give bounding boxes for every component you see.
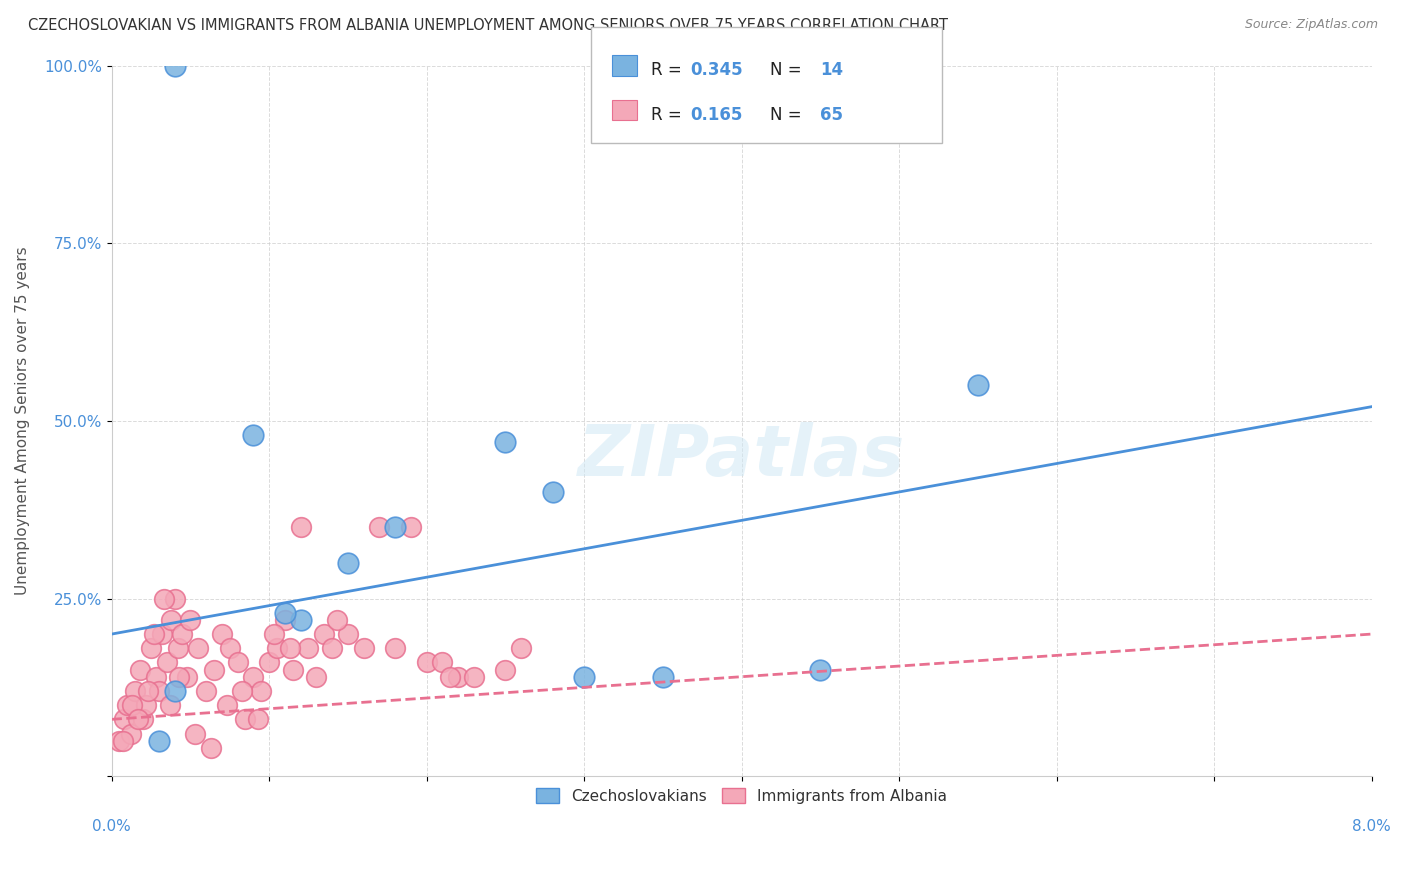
Point bbox=[200, 740, 222, 755]
Point bbox=[572, 670, 595, 684]
Point bbox=[121, 698, 143, 713]
Point bbox=[166, 641, 188, 656]
Point bbox=[111, 733, 134, 747]
Point bbox=[368, 520, 391, 534]
Point bbox=[124, 684, 146, 698]
Point bbox=[235, 712, 257, 726]
Text: 8.0%: 8.0% bbox=[1353, 819, 1391, 834]
Point bbox=[263, 627, 285, 641]
Point bbox=[399, 520, 422, 534]
Point bbox=[169, 670, 191, 684]
Point bbox=[242, 670, 264, 684]
Legend: Czechoslovakians, Immigrants from Albania: Czechoslovakians, Immigrants from Albani… bbox=[529, 780, 955, 811]
Point bbox=[152, 591, 174, 606]
Point bbox=[384, 520, 406, 534]
Text: 14: 14 bbox=[820, 62, 842, 79]
Point bbox=[117, 698, 139, 713]
Point bbox=[290, 613, 312, 627]
Point bbox=[384, 641, 406, 656]
Text: CZECHOSLOVAKIAN VS IMMIGRANTS FROM ALBANIA UNEMPLOYMENT AMONG SENIORS OVER 75 YE: CZECHOSLOVAKIAN VS IMMIGRANTS FROM ALBAN… bbox=[28, 18, 948, 33]
Y-axis label: Unemployment Among Seniors over 75 years: Unemployment Among Seniors over 75 years bbox=[15, 246, 30, 595]
Point bbox=[187, 641, 209, 656]
Point bbox=[447, 670, 470, 684]
Point bbox=[218, 641, 240, 656]
Point bbox=[247, 712, 270, 726]
Point bbox=[494, 663, 516, 677]
Point bbox=[160, 613, 183, 627]
Point bbox=[163, 591, 186, 606]
Text: ZIPatlas: ZIPatlas bbox=[578, 422, 905, 491]
Point bbox=[215, 698, 238, 713]
Point bbox=[120, 726, 142, 740]
Point bbox=[231, 684, 253, 698]
Point bbox=[202, 663, 225, 677]
Point bbox=[184, 726, 207, 740]
Point bbox=[966, 378, 988, 392]
Text: 0.345: 0.345 bbox=[690, 62, 742, 79]
Point bbox=[266, 641, 288, 656]
Text: N =: N = bbox=[770, 62, 807, 79]
Point bbox=[148, 684, 170, 698]
Point bbox=[127, 712, 149, 726]
Point bbox=[143, 627, 166, 641]
Point bbox=[353, 641, 375, 656]
Point bbox=[163, 684, 186, 698]
Point bbox=[172, 627, 194, 641]
Point bbox=[314, 627, 336, 641]
Point bbox=[159, 698, 181, 713]
Text: R =: R = bbox=[651, 62, 688, 79]
Point bbox=[336, 556, 359, 570]
Point bbox=[278, 641, 301, 656]
Point bbox=[163, 59, 186, 73]
Point bbox=[108, 733, 131, 747]
Point bbox=[242, 428, 264, 442]
Point bbox=[281, 663, 304, 677]
Point bbox=[290, 520, 312, 534]
Point bbox=[415, 656, 437, 670]
Point bbox=[195, 684, 218, 698]
Text: 0.165: 0.165 bbox=[690, 106, 742, 124]
Text: N =: N = bbox=[770, 106, 807, 124]
Text: 65: 65 bbox=[820, 106, 842, 124]
Point bbox=[148, 733, 170, 747]
Point bbox=[176, 670, 198, 684]
Point bbox=[211, 627, 233, 641]
Point bbox=[129, 663, 152, 677]
Point bbox=[257, 656, 280, 670]
Point bbox=[139, 641, 162, 656]
Point bbox=[250, 684, 273, 698]
Point bbox=[274, 606, 297, 620]
Text: 0.0%: 0.0% bbox=[93, 819, 131, 834]
Point bbox=[808, 663, 831, 677]
Text: Source: ZipAtlas.com: Source: ZipAtlas.com bbox=[1244, 18, 1378, 31]
Point bbox=[463, 670, 485, 684]
Point bbox=[432, 656, 454, 670]
Point bbox=[135, 698, 157, 713]
Point bbox=[541, 485, 564, 500]
Point bbox=[179, 613, 201, 627]
Point bbox=[274, 613, 297, 627]
Point bbox=[297, 641, 319, 656]
Point bbox=[136, 684, 159, 698]
Point bbox=[494, 435, 516, 450]
Point bbox=[510, 641, 533, 656]
Point bbox=[145, 670, 167, 684]
Point bbox=[305, 670, 328, 684]
Point bbox=[321, 641, 343, 656]
Point bbox=[326, 613, 349, 627]
Point bbox=[112, 712, 135, 726]
Point bbox=[226, 656, 249, 670]
Point bbox=[156, 656, 179, 670]
Point bbox=[651, 670, 673, 684]
Point bbox=[336, 627, 359, 641]
Point bbox=[439, 670, 461, 684]
Point bbox=[132, 712, 155, 726]
Point bbox=[150, 627, 173, 641]
Text: R =: R = bbox=[651, 106, 688, 124]
